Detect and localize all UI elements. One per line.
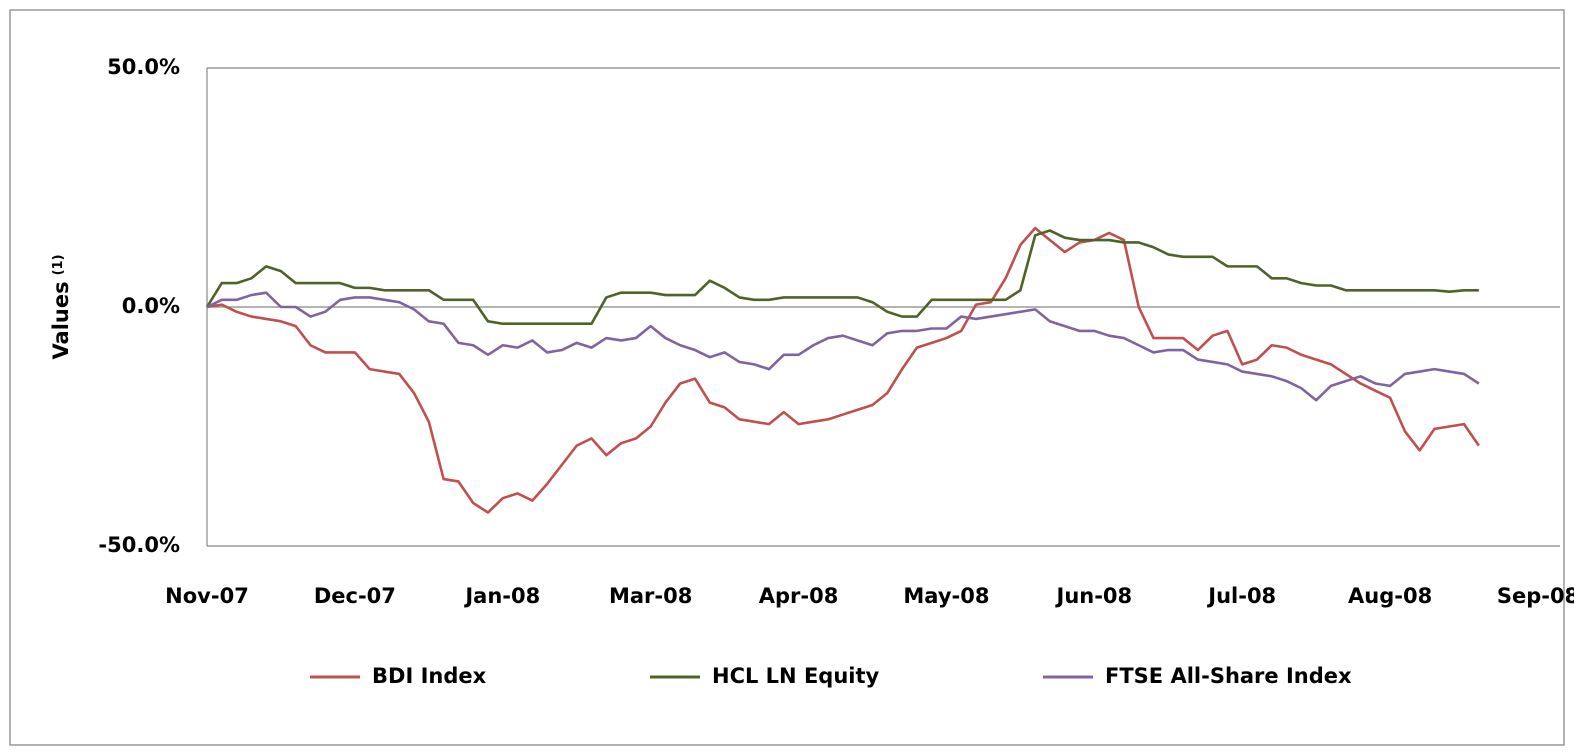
y-axis-label-note: (1) xyxy=(51,254,66,275)
y-tick-label: -50.0% xyxy=(98,533,180,557)
x-tick-label: May-08 xyxy=(903,584,989,608)
x-tick-label: Jul-08 xyxy=(1206,584,1276,608)
x-tick-label: Sep-08 xyxy=(1497,584,1574,608)
x-tick-label: Nov-07 xyxy=(165,584,249,608)
y-axis-label: Values (1) xyxy=(49,254,73,359)
series-line xyxy=(206,291,1480,402)
x-tick-label: Jun-08 xyxy=(1055,584,1133,608)
legend-label: HCL LN Equity xyxy=(712,664,880,688)
legend-label: FTSE All-Share Index xyxy=(1105,664,1352,688)
y-axis-label-group: Values (1) xyxy=(49,254,73,359)
x-tick-label: Dec-07 xyxy=(314,584,396,608)
x-tick-label: Apr-08 xyxy=(759,584,839,608)
y-axis-label-text: Values xyxy=(49,281,73,359)
series-line xyxy=(206,226,1480,514)
chart-border xyxy=(9,9,1565,746)
y-tick-label: 0.0% xyxy=(122,294,180,318)
legend-label: BDI Index xyxy=(372,664,487,688)
y-tick-label: 50.0% xyxy=(107,55,180,79)
x-tick-label: Aug-08 xyxy=(1348,584,1432,608)
x-tick-label: Mar-08 xyxy=(609,584,692,608)
x-tick-label: Jan-08 xyxy=(463,584,540,608)
series-line xyxy=(205,229,1479,326)
